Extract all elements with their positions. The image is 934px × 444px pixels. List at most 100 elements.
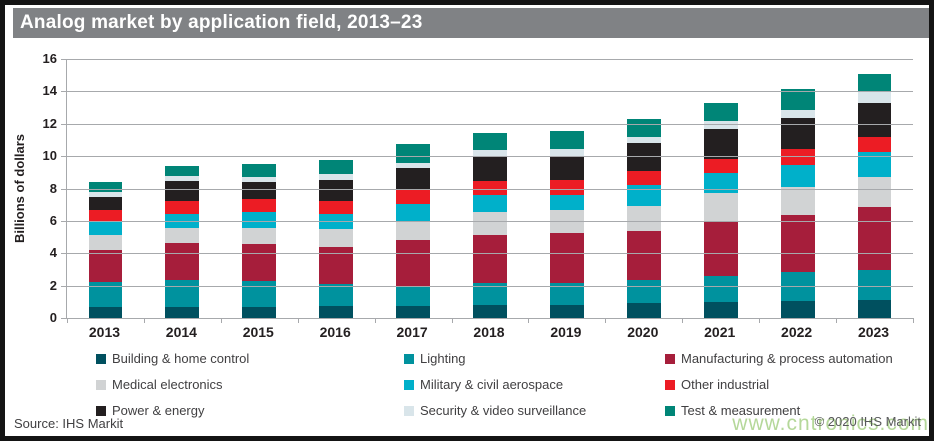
bar-segment-manufacturing-process-automation bbox=[780, 215, 815, 272]
legend-marker-medical-electronics bbox=[96, 379, 106, 390]
bar-segment-military-civil-aerospace bbox=[473, 195, 507, 212]
bar-segment-other-industrial bbox=[549, 179, 584, 196]
bar-segment-test-measurement bbox=[242, 164, 277, 178]
legend-label: Test & measurement bbox=[681, 403, 801, 418]
gridline bbox=[67, 59, 913, 60]
legend: Building & home control Lighting Manufactu… bbox=[96, 351, 921, 429]
bar-segment-test-measurement bbox=[319, 160, 354, 174]
legend-item-security-video-surveillance: Security & video surveillance bbox=[404, 403, 665, 418]
bar-segment-power-energy bbox=[88, 196, 123, 210]
bar-segment-manufacturing-process-automation bbox=[626, 231, 661, 280]
x-axis-label: 2022 bbox=[781, 324, 813, 340]
x-axis-tick bbox=[528, 318, 530, 323]
bar-segment-medical-electronics bbox=[857, 177, 892, 208]
bar-segment-security-video-surveillance bbox=[703, 121, 738, 130]
bar-segment-military-civil-aerospace bbox=[549, 195, 584, 211]
bar-segment-medical-electronics bbox=[165, 228, 200, 243]
x-axis-tick bbox=[374, 318, 376, 323]
bar-segment-other-industrial bbox=[857, 136, 892, 153]
x-axis-label: 2016 bbox=[319, 324, 351, 340]
stacked-bar-2015 bbox=[242, 59, 277, 318]
legend-label: Security & video surveillance bbox=[420, 403, 587, 418]
bar-segment-security-video-surveillance bbox=[242, 177, 277, 183]
bar-segment-other-industrial bbox=[626, 170, 661, 186]
x-axis-label: 2018 bbox=[473, 324, 505, 340]
bar-segment-manufacturing-process-automation bbox=[165, 242, 200, 280]
bar-segment-military-civil-aerospace bbox=[396, 203, 430, 222]
legend-label: Other industrial bbox=[681, 377, 770, 392]
bar-segment-security-video-surveillance bbox=[626, 136, 661, 144]
bar-group-2022 bbox=[759, 59, 836, 318]
bar-segment-security-video-surveillance bbox=[88, 191, 123, 197]
legend-item-manufacturing-process-automation: Manufacturing & process automation bbox=[665, 351, 921, 366]
bar-segment-building-home-control bbox=[857, 300, 892, 318]
bar-segment-test-measurement bbox=[626, 118, 661, 137]
bar-segment-building-home-control bbox=[165, 306, 200, 318]
bar-segment-other-industrial bbox=[396, 190, 430, 204]
bar-segment-test-measurement bbox=[396, 144, 430, 163]
gridline bbox=[67, 220, 913, 222]
bar-segment-power-energy bbox=[242, 182, 277, 200]
legend-label: Lighting bbox=[420, 351, 466, 366]
y-axis-tick-label: 4 bbox=[49, 245, 57, 261]
bar-segment-lighting bbox=[703, 275, 738, 302]
bar-segment-building-home-control bbox=[473, 305, 507, 318]
x-axis-labels: 2013 2014 2015 2016 2017 2018 2019 2020 2021 2022… bbox=[66, 324, 912, 340]
x-axis-label: 2014 bbox=[165, 324, 197, 340]
stacked-bar-2014 bbox=[165, 59, 200, 318]
bar-group-2017 bbox=[375, 59, 452, 318]
legend-item-lighting: Lighting bbox=[404, 351, 665, 366]
x-axis-tick bbox=[913, 318, 914, 323]
x-axis-label: 2021 bbox=[704, 324, 736, 340]
x-axis-label: 2019 bbox=[550, 324, 582, 340]
bar-segment-military-civil-aerospace bbox=[703, 173, 738, 194]
y-axis-tick-label: 0 bbox=[49, 310, 57, 325]
bar-segment-manufacturing-process-automation bbox=[319, 246, 354, 285]
bar-segment-test-measurement bbox=[549, 131, 584, 149]
plot-area: 0 2 4 6 8 10 12 14 16 bbox=[43, 52, 914, 325]
legend-marker-lighting bbox=[404, 353, 414, 364]
x-axis-label: 2023 bbox=[857, 324, 890, 340]
legend-item-power-energy: Power & energy bbox=[96, 403, 404, 418]
stacked-bar-2023 bbox=[857, 59, 892, 318]
bar-segment-manufacturing-process-automation bbox=[703, 221, 738, 276]
y-axis-tick bbox=[61, 91, 67, 93]
x-axis-tick bbox=[605, 318, 607, 323]
bar-segment-security-video-surveillance bbox=[165, 176, 200, 182]
bar-segment-building-home-control bbox=[626, 303, 661, 318]
bar-segment-military-civil-aerospace bbox=[242, 211, 277, 229]
bar-segment-power-energy bbox=[396, 168, 430, 191]
bar-segment-other-industrial bbox=[703, 158, 738, 174]
bar-segment-security-video-surveillance bbox=[319, 174, 354, 180]
gridline bbox=[67, 253, 913, 255]
bar-group-2018 bbox=[452, 59, 529, 318]
legend-item-other-industrial: Other industrial bbox=[665, 377, 921, 392]
bar-segment-test-measurement bbox=[857, 73, 892, 93]
x-axis-tick bbox=[143, 318, 145, 323]
x-axis-label: 2015 bbox=[242, 324, 274, 340]
bar-segment-power-energy bbox=[165, 181, 200, 201]
bar-segment-building-home-control bbox=[703, 301, 738, 318]
bar-segment-other-industrial bbox=[242, 199, 277, 212]
bar-segment-other-industrial bbox=[165, 200, 200, 214]
bar-segment-test-measurement bbox=[780, 89, 815, 111]
y-axis-tick-label: 10 bbox=[42, 148, 57, 164]
bar-segment-lighting bbox=[242, 280, 277, 307]
y-axis-tick-label: 12 bbox=[42, 115, 57, 131]
chart-title: Analog market by application field, 2013… bbox=[20, 12, 423, 33]
bar-segment-lighting bbox=[319, 284, 354, 306]
legend-marker-building-home-control bbox=[96, 353, 106, 364]
bar-segment-building-home-control bbox=[319, 305, 354, 318]
chart-title-bar: Analog market by application field, 2013… bbox=[13, 8, 929, 38]
bar-segment-manufacturing-process-automation bbox=[88, 250, 123, 283]
legend-marker-test-measurement bbox=[665, 405, 675, 416]
bar-segment-other-industrial bbox=[319, 200, 354, 214]
bar-segment-medical-electronics bbox=[473, 212, 507, 235]
bar-segment-security-video-surveillance bbox=[549, 148, 584, 157]
stacked-bar-2021 bbox=[703, 59, 738, 318]
y-axis-tick-label: 16 bbox=[42, 51, 57, 66]
bar-segment-power-energy bbox=[780, 118, 815, 149]
bar-group-2014 bbox=[144, 59, 221, 318]
